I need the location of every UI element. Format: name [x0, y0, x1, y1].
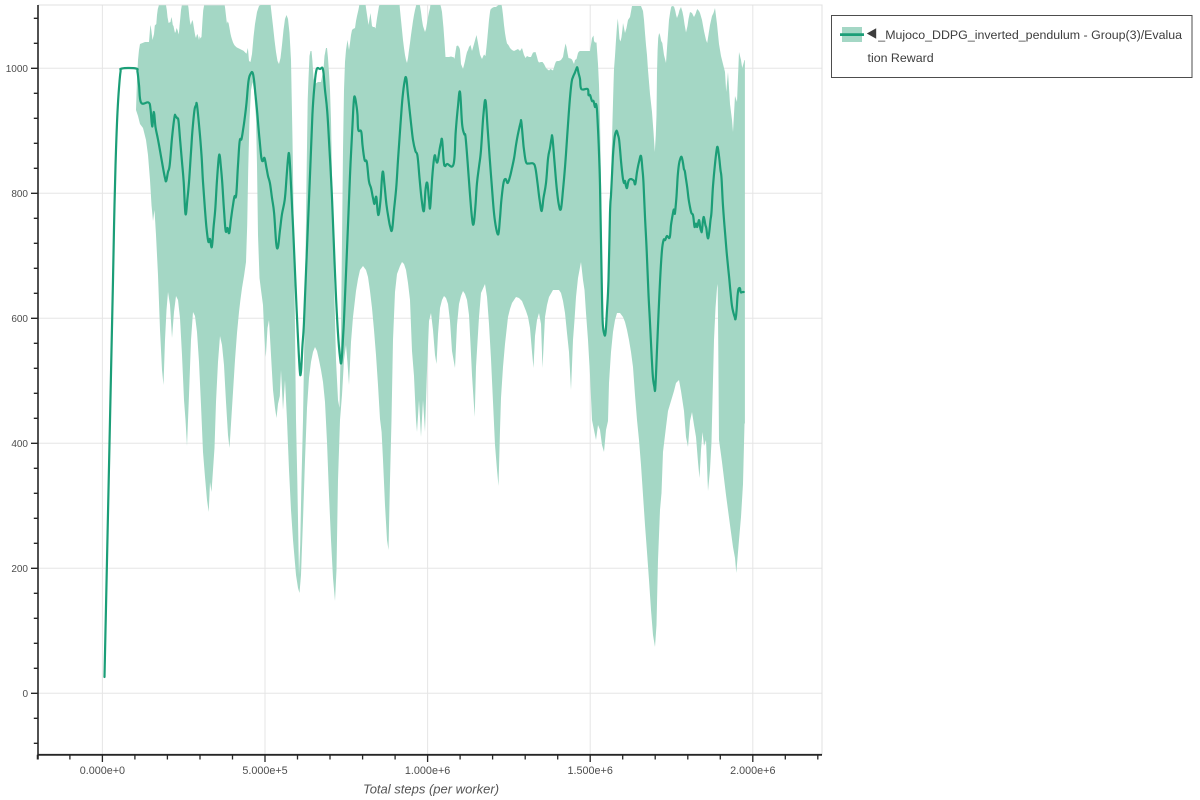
- svg-text:0.000e+0: 0.000e+0: [80, 765, 125, 777]
- svg-text:5.000e+5: 5.000e+5: [242, 765, 287, 777]
- svg-text:Total steps (per worker): Total steps (per worker): [363, 782, 499, 797]
- svg-text:1000: 1000: [6, 64, 29, 75]
- svg-text:600: 600: [11, 314, 28, 325]
- svg-text:800: 800: [11, 189, 28, 200]
- svg-text:2.000e+6: 2.000e+6: [730, 765, 775, 777]
- svg-text:200: 200: [11, 564, 28, 575]
- svg-text:0: 0: [22, 689, 28, 700]
- svg-text:400: 400: [11, 439, 28, 450]
- svg-text:1.000e+6: 1.000e+6: [405, 765, 450, 777]
- svg-text:_Mujoco_DDPG_inverted_pendulum: _Mujoco_DDPG_inverted_pendulum - Group(3…: [877, 28, 1182, 42]
- svg-text:tion Reward: tion Reward: [868, 51, 934, 65]
- svg-text:1.500e+6: 1.500e+6: [568, 765, 613, 777]
